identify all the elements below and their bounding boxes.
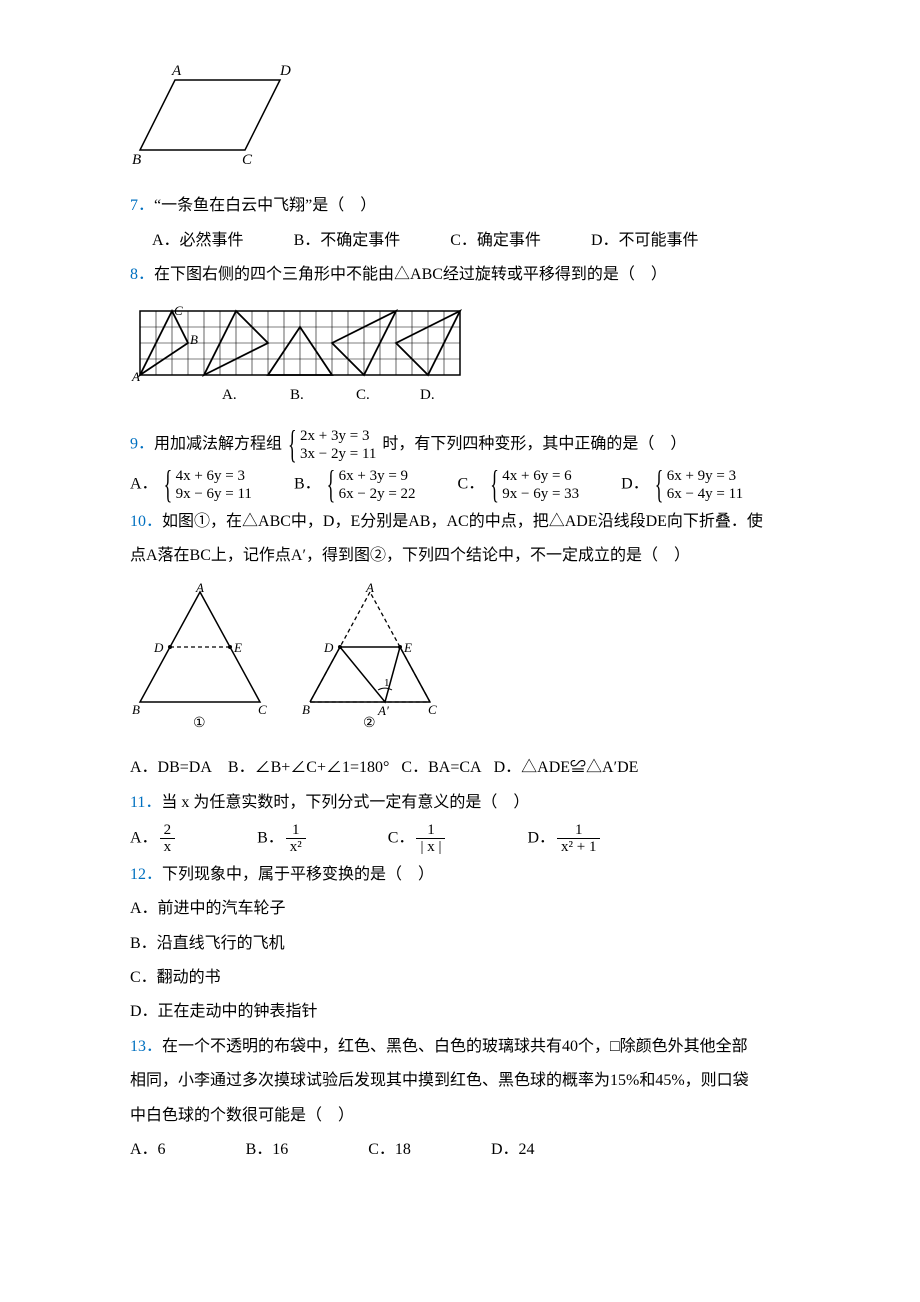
- q11-number: 11．: [130, 794, 161, 811]
- q10-opt-b: B．∠B+∠C+∠1=180°: [228, 759, 390, 776]
- q11-stem: 11．当 x 为任意实数时，下列分式一定有意义的是（ ）: [130, 788, 820, 818]
- svg-text:A′: A′: [377, 703, 389, 718]
- q11-opt-d: D．1x² + 1: [527, 822, 602, 856]
- q12-opt-c: C．翻动的书: [130, 963, 820, 993]
- svg-text:D: D: [323, 640, 334, 655]
- q10-svg: A B C D E ① A B C D E A′ 1 ②: [130, 582, 460, 732]
- q13-number: 13．: [130, 1038, 162, 1055]
- q11-opt-c: C．1| x |: [388, 822, 448, 856]
- q13-opt-d: D．24: [491, 1135, 535, 1165]
- svg-text:E: E: [403, 640, 412, 655]
- svg-text:C: C: [174, 303, 183, 318]
- svg-text:A: A: [171, 63, 182, 79]
- svg-text:D: D: [279, 63, 291, 79]
- q10-line2: 点A落在BC上，记作点A′，得到图②，下列四个结论中，不一定成立的是（ ）: [130, 541, 820, 571]
- svg-text:D.: D.: [420, 387, 435, 403]
- q9-opt-d: D． 6x + 9y = 36x − 4y = 11: [621, 467, 745, 503]
- q9-opt-d-label: D．: [621, 476, 649, 493]
- q11-text: 当 x 为任意实数时，下列分式一定有意义的是（ ）: [161, 794, 529, 811]
- q9-pre: 用加减法解方程组: [154, 436, 282, 453]
- svg-text:A: A: [131, 369, 140, 384]
- q13-text1: 在一个不透明的布袋中，红色、黑色、白色的玻璃球共有40个，□除颜色外其他全部: [162, 1038, 748, 1055]
- svg-text:A.: A.: [222, 387, 237, 403]
- q11-options: A．2x B．1x² C．1| x | D．1x² + 1: [130, 822, 820, 856]
- q13-options: A．6 B．16 C．18 D．24: [130, 1135, 820, 1165]
- q9-number: 9．: [130, 436, 154, 453]
- q11-opt-b: B．1x²: [257, 822, 308, 856]
- q9-opt-c: C． 4x + 6y = 69x − 6y = 33: [458, 467, 582, 503]
- q13-line3: 中白色球的个数很可能是（ ）: [130, 1101, 820, 1131]
- q13-opt-a: A．6: [130, 1135, 166, 1165]
- svg-text:E: E: [233, 640, 242, 655]
- q9-sys-r1: 2x + 3y = 3: [300, 427, 376, 445]
- q13-opt-c: C．18: [368, 1135, 411, 1165]
- svg-text:B.: B.: [290, 387, 304, 403]
- svg-text:A: A: [365, 582, 374, 595]
- q9-options: A． 4x + 6y = 39x − 6y = 11 B． 6x + 3y = …: [130, 467, 820, 503]
- q7-opt-d: D．不可能事件: [591, 226, 699, 256]
- svg-text:B: B: [302, 702, 310, 717]
- q10-number: 10．: [130, 513, 162, 530]
- q12-stem: 12．下列现象中，属于平移变换的是（ ）: [130, 860, 820, 890]
- q7-opt-b: B．不确定事件: [294, 226, 401, 256]
- q9-stem: 9．用加减法解方程组 2x + 3y = 3 3x − 2y = 11 时，有下…: [130, 427, 820, 463]
- q11-opt-a: A．2x: [130, 822, 177, 856]
- q10-options: A．DB=DA B．∠B+∠C+∠1=180° C．BA=CA D．△ADE≌△…: [130, 753, 820, 783]
- q10-text1: 如图①，在△ABC中，D，E分别是AB，AC的中点，把△ADE沿线段DE向下折叠…: [162, 513, 763, 530]
- q7-options: A．必然事件 B．不确定事件 C．确定事件 D．不可能事件: [130, 226, 820, 256]
- svg-text:1: 1: [384, 677, 390, 689]
- q7-text: “一条鱼在白云中飞翔”是（ ）: [154, 197, 376, 214]
- svg-text:C: C: [258, 702, 267, 717]
- q12-opt-a: A．前进中的汽车轮子: [130, 894, 820, 924]
- q10-figure: A B C D E ① A B C D E A′ 1 ②: [130, 582, 820, 743]
- svg-text:②: ②: [363, 716, 376, 731]
- q9-opt-a: A． 4x + 6y = 39x − 6y = 11: [130, 467, 254, 503]
- q12-opt-b: B．沿直线飞行的飞机: [130, 929, 820, 959]
- q7-opt-c: C．确定事件: [450, 226, 541, 256]
- q8-figure: A C B A. B. C. D.: [130, 301, 820, 417]
- q10-line1: 10．如图①，在△ABC中，D，E分别是AB，AC的中点，把△ADE沿线段DE向…: [130, 507, 820, 537]
- q13-line1: 13．在一个不透明的布袋中，红色、黑色、白色的玻璃球共有40个，□除颜色外其他全…: [130, 1032, 820, 1062]
- svg-text:D: D: [153, 640, 164, 655]
- q10-opt-a: A．DB=DA: [130, 759, 212, 776]
- svg-text:B: B: [132, 702, 140, 717]
- svg-text:B: B: [132, 152, 141, 168]
- q12-opt-d: D．正在走动中的钟表指针: [130, 997, 820, 1027]
- q9-opt-a-label: A．: [130, 476, 158, 493]
- q9-opt-b: B． 6x + 3y = 96x − 2y = 22: [294, 467, 418, 503]
- q13-line2: 相同，小李通过多次摸球试验后发现其中摸到红色、黑色球的概率为15%和45%，则口…: [130, 1066, 820, 1096]
- q7-stem: 7．“一条鱼在白云中飞翔”是（ ）: [130, 191, 820, 221]
- q10-opt-d: D．△ADE≌△A′DE: [494, 759, 639, 776]
- q12-text: 下列现象中，属于平移变换的是（ ）: [162, 866, 434, 883]
- svg-text:C: C: [242, 152, 253, 168]
- q12-number: 12．: [130, 866, 162, 883]
- q8-text: 在下图右侧的四个三角形中不能由△ABC经过旋转或平移得到的是（ ）: [154, 266, 667, 283]
- q8-svg: A C B A. B. C. D.: [130, 301, 480, 406]
- q10-opt-c: C．BA=CA: [401, 759, 481, 776]
- q8-number: 8．: [130, 266, 154, 283]
- q13-opt-b: B．16: [246, 1135, 289, 1165]
- q9-opt-b-label: B．: [294, 476, 321, 493]
- q7-number: 7．: [130, 197, 154, 214]
- parallelogram-figure: A D B C: [130, 60, 820, 181]
- svg-text:B: B: [190, 332, 198, 347]
- svg-text:①: ①: [193, 716, 206, 731]
- q9-opt-c-label: C．: [458, 476, 485, 493]
- svg-text:C: C: [428, 702, 437, 717]
- q9-sys-r2: 3x − 2y = 11: [300, 445, 376, 463]
- svg-text:C.: C.: [356, 387, 370, 403]
- svg-text:A: A: [195, 582, 204, 595]
- parallelogram-svg: A D B C: [130, 60, 300, 170]
- q9-post: 时，有下列四种变形，其中正确的是（ ）: [382, 436, 686, 453]
- q7-opt-a: A．必然事件: [152, 226, 244, 256]
- q8-stem: 8．在下图右侧的四个三角形中不能由△ABC经过旋转或平移得到的是（ ）: [130, 260, 820, 290]
